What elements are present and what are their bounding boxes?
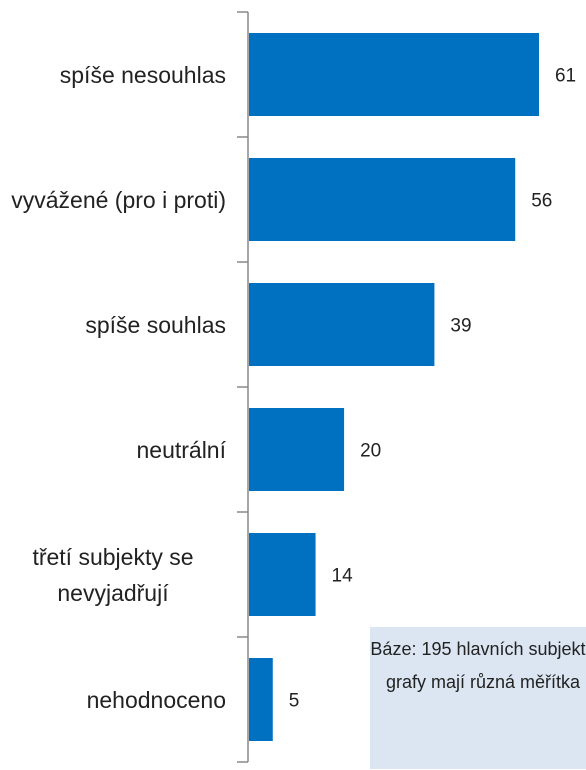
value-label: 56 [531,191,552,212]
bar [249,533,316,616]
category-label: třetí subjekty se nevyjadřují [0,539,226,611]
category-label: spíše souhlas [0,307,226,343]
category-label: nehodnoceno [0,682,226,718]
bar [249,283,435,366]
category-text: spíše souhlas [85,311,226,338]
category-text: vyvážené (pro i proti) [11,186,226,213]
bar [249,33,539,116]
value-label: 61 [555,66,576,87]
annotation: Báze: 195 hlavních subjektů [370,639,586,659]
bar [249,408,345,491]
bar [249,158,516,241]
annotation: grafy mají různá měřítka [385,672,581,692]
value-label: 39 [450,316,471,337]
value-label: 5 [289,691,300,712]
annotation-box: Báze: 195 hlavních subjektů grafy mají r… [370,627,586,769]
value-label: 20 [360,441,381,462]
category-label: neutrální [0,432,226,468]
category-label: spíše nesouhlas [0,57,226,93]
category-text: nehodnoceno [86,686,226,713]
category-label: vyvážené (pro i proti) [0,182,226,218]
category-text: třetí subjekty se nevyjadřují [32,543,194,606]
value-label: 14 [332,566,354,587]
bar [249,658,273,741]
category-text: neutrální [136,436,226,463]
category-text: spíše nesouhlas [59,61,226,88]
